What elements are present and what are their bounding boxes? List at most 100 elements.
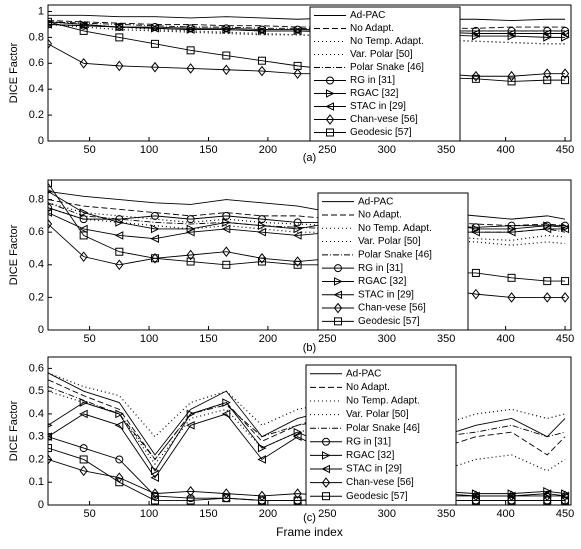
- marker: [257, 252, 267, 264]
- series-line: [48, 14, 566, 21]
- marker: [150, 496, 159, 505]
- marker: [222, 246, 231, 258]
- legend-label: RGAC [32]: [346, 450, 395, 461]
- marker: [222, 211, 231, 220]
- marker: [506, 29, 516, 38]
- marker: [257, 26, 266, 36]
- marker: [115, 455, 124, 464]
- marker: [560, 224, 570, 234]
- series-line: [48, 199, 566, 227]
- marker: [150, 61, 160, 73]
- y-tick-label: 0.3: [29, 431, 44, 443]
- legend-box: [317, 192, 469, 331]
- marker: [150, 224, 160, 234]
- y-tick-label: 0.6: [29, 362, 44, 374]
- marker: [325, 102, 334, 111]
- marker: [79, 57, 88, 69]
- series-line: [48, 183, 566, 282]
- legend-label: No Adapt.: [346, 382, 390, 393]
- x-tick-label: 250: [318, 508, 336, 520]
- marker: [506, 227, 516, 237]
- marker: [150, 211, 159, 220]
- x-tick-label: 100: [140, 508, 158, 520]
- x-tick-label: 400: [496, 144, 514, 156]
- marker: [322, 437, 330, 446]
- marker: [321, 477, 331, 488]
- marker: [114, 420, 124, 430]
- marker: [325, 114, 335, 125]
- y-tick-label: 0.8: [29, 31, 44, 43]
- marker: [507, 496, 516, 505]
- x-tick-label: 350: [437, 333, 455, 345]
- caption: (a): [303, 152, 316, 164]
- marker: [561, 277, 570, 286]
- marker: [542, 29, 552, 38]
- y-tick-label: 0: [38, 499, 44, 511]
- marker: [115, 478, 124, 487]
- marker: [293, 496, 302, 505]
- marker: [222, 398, 231, 407]
- marker: [150, 39, 159, 48]
- marker: [186, 63, 195, 74]
- marker: [333, 302, 343, 314]
- marker: [293, 68, 302, 79]
- legend-label: Chan-vese [56]: [350, 114, 418, 125]
- marker: [186, 496, 195, 505]
- legend-label: No Temp. Adapt.: [358, 223, 432, 234]
- legend-box: [309, 6, 461, 142]
- y-tick-label: 0.6: [29, 57, 44, 69]
- legend-label: No Temp. Adapt.: [350, 36, 424, 47]
- marker: [186, 486, 195, 497]
- marker: [186, 227, 195, 237]
- marker: [186, 420, 195, 430]
- marker: [257, 221, 267, 230]
- marker: [150, 488, 160, 499]
- marker: [186, 249, 195, 261]
- marker: [221, 409, 231, 419]
- marker: [48, 454, 53, 465]
- legend-label: STAC in [29]: [358, 289, 414, 300]
- marker: [322, 451, 331, 460]
- marker: [257, 496, 266, 505]
- legend-label: Ad-PAC: [346, 368, 381, 379]
- marker: [186, 215, 195, 224]
- marker: [322, 492, 330, 501]
- x-tick-label: 100: [140, 144, 158, 156]
- marker: [48, 180, 52, 188]
- series-line: [48, 372, 566, 438]
- y-tick-label: 0.2: [29, 109, 44, 121]
- legend-label: Chan-vese [56]: [358, 303, 426, 314]
- legend-label: Polar Snake [46]: [358, 249, 432, 260]
- marker: [79, 251, 88, 262]
- marker: [221, 224, 231, 234]
- legend-label: Var. Polar [50]: [358, 236, 421, 247]
- marker: [542, 224, 552, 234]
- marker: [115, 247, 124, 256]
- series-line: [48, 212, 566, 240]
- x-tick-label: 300: [378, 144, 396, 156]
- marker: [79, 465, 88, 477]
- x-tick-label: 150: [199, 508, 217, 520]
- marker: [48, 38, 53, 50]
- marker: [79, 215, 88, 224]
- marker: [334, 264, 342, 273]
- marker: [292, 231, 302, 240]
- marker: [115, 218, 124, 227]
- marker: [79, 208, 89, 217]
- legend-label: RGAC [32]: [350, 88, 399, 99]
- y-tick-label: 0.4: [29, 83, 44, 95]
- marker: [257, 455, 266, 464]
- y-tick-label: 0.1: [29, 476, 44, 488]
- marker: [222, 260, 231, 269]
- x-tick-label: 450: [556, 144, 574, 156]
- marker: [222, 218, 231, 227]
- x-axis-label: Frame index: [276, 525, 343, 539]
- marker: [48, 432, 52, 442]
- marker: [186, 409, 196, 419]
- x-tick-label: 50: [83, 508, 95, 520]
- marker: [543, 277, 552, 286]
- marker: [471, 29, 480, 38]
- marker: [292, 26, 302, 36]
- y-tick-label: 0.4: [29, 259, 44, 271]
